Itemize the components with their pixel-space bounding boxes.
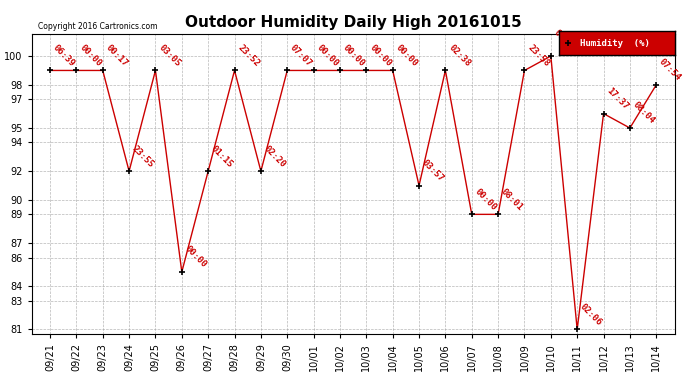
Text: 00:00: 00:00	[315, 43, 340, 68]
Text: 00:47: 00:47	[552, 28, 578, 54]
Text: 02:38: 02:38	[446, 43, 472, 68]
Text: 23:55: 23:55	[130, 144, 156, 169]
Text: 03:57: 03:57	[420, 158, 446, 183]
Text: 06:39: 06:39	[51, 43, 77, 68]
Text: 00:00: 00:00	[342, 43, 366, 68]
Title: Outdoor Humidity Daily High 20161015: Outdoor Humidity Daily High 20161015	[185, 15, 522, 30]
Text: 02:20: 02:20	[262, 144, 288, 169]
Text: 00:00: 00:00	[78, 43, 103, 68]
Text: 00:00: 00:00	[473, 187, 498, 212]
Text: 03:05: 03:05	[157, 43, 182, 68]
Text: 01:15: 01:15	[210, 144, 235, 169]
Text: 00:00: 00:00	[394, 43, 420, 68]
Text: 23:52: 23:52	[236, 43, 262, 68]
Text: Copyright 2016 Cartronics.com: Copyright 2016 Cartronics.com	[38, 22, 157, 32]
Text: 00:17: 00:17	[104, 43, 130, 68]
Text: 08:01: 08:01	[500, 187, 525, 212]
Text: 23:58: 23:58	[526, 43, 551, 68]
Text: 00:00: 00:00	[183, 244, 208, 270]
Text: 07:54: 07:54	[658, 57, 683, 82]
Text: 00:00: 00:00	[368, 43, 393, 68]
Text: 02:06: 02:06	[578, 302, 604, 327]
Text: 17:37: 17:37	[605, 86, 630, 111]
Text: 07:07: 07:07	[288, 43, 314, 68]
Text: 08:04: 08:04	[631, 100, 657, 126]
